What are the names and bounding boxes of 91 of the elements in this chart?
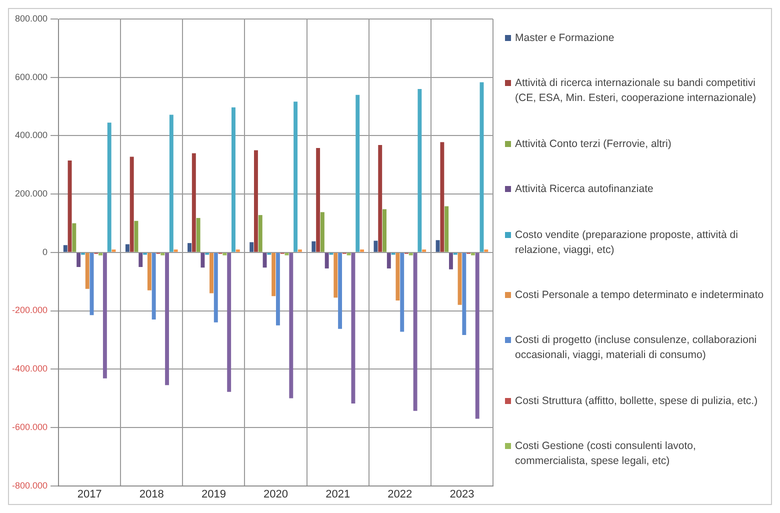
bar (351, 252, 356, 404)
bar (436, 240, 440, 252)
bar (276, 252, 280, 326)
bar (440, 142, 444, 252)
bar (214, 252, 218, 322)
bar (210, 252, 214, 294)
legend-label: Costi Gestione (costi consulenti lavoto, commercialista, spese legali, etc) (515, 439, 697, 469)
bar (98, 252, 103, 256)
bar (262, 252, 267, 268)
y-tick-label: -400.000 (12, 364, 48, 374)
y-tick-label: -600.000 (12, 422, 48, 432)
bar (102, 252, 107, 378)
legend-label: Attività di ricerca internazionale su bandi competitivi (CE, ESA, Min. Esteri, cooperazione internazionale) (515, 76, 758, 106)
bar (396, 252, 400, 301)
bar (475, 252, 480, 419)
legend-label: Costo vendite (preparazione proposte, attività di relazione, viaggi, etc) (515, 228, 739, 258)
bar (196, 218, 200, 252)
bar (422, 249, 426, 252)
bar (192, 153, 196, 252)
bar (360, 249, 364, 252)
bar (152, 252, 156, 320)
bar (147, 252, 152, 290)
bar (470, 252, 475, 256)
x-tick-label: 2017 (77, 488, 102, 500)
bar (130, 156, 134, 252)
bar (254, 150, 258, 252)
legend-label: Master e Formazione (515, 31, 614, 46)
bar (76, 252, 81, 267)
bar (236, 249, 240, 252)
legend-label: Costi Struttura (affitto, bollette, spese di pulizia, etc.) (515, 394, 758, 409)
x-tick-label: 2018 (139, 488, 164, 500)
bar (188, 243, 192, 252)
bar (68, 160, 72, 252)
bar (250, 242, 254, 252)
bar (413, 252, 418, 411)
bar (232, 107, 236, 252)
bar (125, 244, 130, 252)
bar (298, 249, 302, 252)
bar (107, 122, 112, 252)
bar (284, 252, 289, 256)
x-tick-label: 2022 (388, 488, 412, 500)
legend-label: Attività Conto terzi (Ferrovie, altri) (515, 136, 672, 152)
bar (338, 252, 342, 329)
x-tick-label: 2020 (264, 488, 288, 500)
bar (138, 252, 143, 267)
bar (462, 252, 466, 335)
bar (169, 114, 174, 252)
legend-label: Costi di progetto (incluse consulenze, collaborazioni occasionali, viaggi, materiali di consumo) (515, 333, 758, 364)
bar (112, 249, 116, 252)
bar (316, 148, 320, 252)
bar (227, 252, 232, 392)
bar (174, 249, 178, 252)
bar (408, 252, 413, 256)
y-tick-label: 600.000 (14, 72, 48, 82)
bar (312, 241, 316, 252)
bar (72, 223, 76, 252)
bar (320, 212, 324, 252)
bar (294, 102, 298, 252)
bar (400, 252, 404, 332)
bar (378, 145, 382, 252)
y-tick-label: 800.000 (14, 13, 48, 24)
y-tick-label: 0 (42, 246, 48, 257)
y-tick-label: -200.000 (12, 305, 48, 316)
bar (346, 252, 351, 256)
legend-label: Attività Ricerca autofinanziate (515, 182, 654, 198)
x-tick-label: 2023 (450, 488, 474, 500)
bar (448, 252, 453, 270)
bar (374, 240, 378, 252)
bar (160, 252, 165, 256)
bar (200, 252, 205, 268)
x-tick-label: 2021 (326, 488, 350, 500)
x-tick-label: 2019 (201, 488, 226, 500)
bar (324, 252, 329, 268)
bar (165, 252, 169, 386)
y-tick-label: 400.000 (14, 130, 48, 140)
bar (85, 252, 90, 289)
bar (484, 249, 488, 252)
bar (63, 245, 68, 252)
bar (272, 252, 276, 296)
bar (382, 209, 386, 252)
bar (258, 215, 262, 252)
bar (222, 252, 227, 256)
y-tick-label: 200.000 (14, 188, 48, 199)
bar (444, 206, 449, 252)
bar (289, 252, 294, 398)
bar (418, 89, 422, 252)
bar (334, 252, 338, 298)
legend-label: Costi Personale a tempo determinato e indeterminato (515, 288, 764, 303)
y-tick-label: -800.000 (12, 480, 48, 490)
bar (356, 94, 360, 252)
bar (386, 252, 391, 268)
